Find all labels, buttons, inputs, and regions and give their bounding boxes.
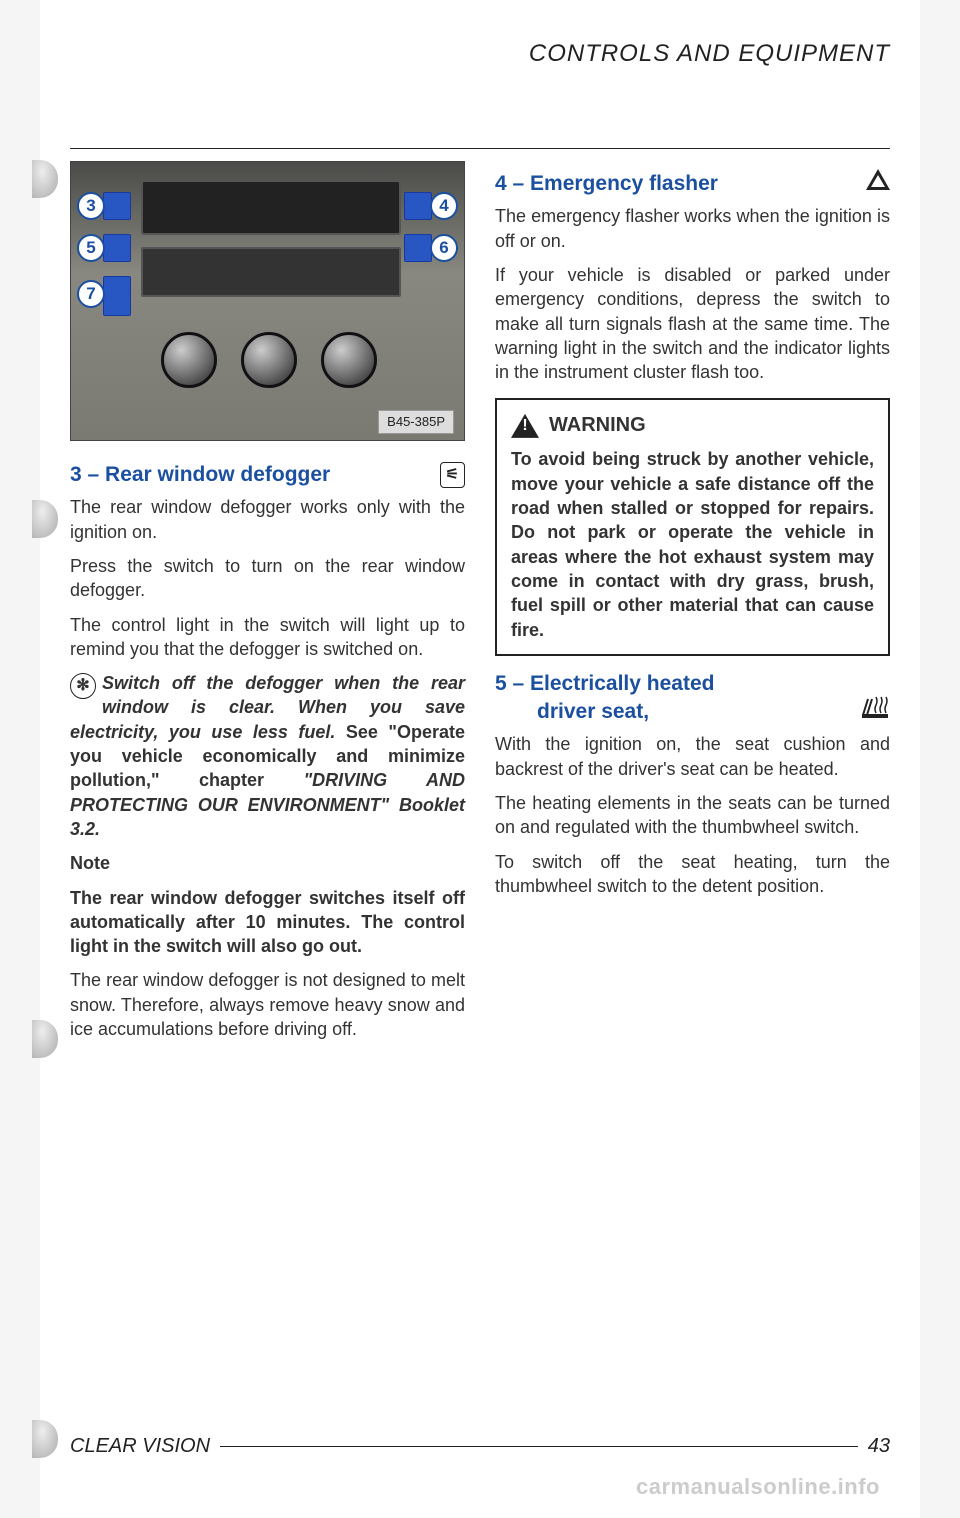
climate-dial (161, 332, 217, 388)
eco-note: ✻ Switch off the defogger when the rear … (70, 671, 465, 841)
body-text: With the ignition on, the seat cushion a… (495, 732, 890, 781)
thumb-tab (32, 160, 58, 198)
note-text: The rear window defogger switches itself… (70, 886, 465, 959)
left-column: 3 4 5 6 7 B45-385P 3 – Rear window defog… (70, 161, 465, 1051)
page-footer: CLEAR VISION 43 (70, 1435, 890, 1458)
callout-5: 5 (77, 234, 105, 262)
section-3-text: 3 – Rear window defogger (70, 461, 330, 489)
radio-unit (141, 180, 401, 235)
callout-4: 4 (430, 192, 458, 220)
dashboard-photo: 3 4 5 6 7 B45-385P (70, 161, 465, 441)
thumb-tab (32, 500, 58, 538)
body-text: If your vehicle is disabled or parked un… (495, 263, 890, 384)
warning-icon: ! (511, 414, 539, 438)
thumb-tab (32, 1420, 58, 1458)
body-text: The control light in the switch will lig… (70, 613, 465, 662)
switch-7 (103, 276, 131, 316)
right-column: 4 – Emergency flasher The emergency flas… (495, 161, 890, 1051)
body-text: The rear window defogger is not designed… (70, 968, 465, 1041)
body-text: Press the switch to turn on the rear win… (70, 554, 465, 603)
warning-body: To avoid being struck by another vehicle… (511, 447, 874, 641)
page-number: 43 (868, 1435, 890, 1458)
divider (70, 148, 890, 149)
switch-5 (103, 234, 131, 262)
section-4-text: 4 – Emergency flasher (495, 170, 718, 198)
note-label: Note (70, 851, 465, 875)
body-text: The rear window defogger works only with… (70, 495, 465, 544)
switch-4 (404, 192, 432, 220)
defogger-icon: ⚟ (440, 462, 465, 488)
body-text: The heating elements in the seats can be… (495, 791, 890, 840)
callout-6: 6 (430, 234, 458, 262)
climate-dial (241, 332, 297, 388)
warning-label: WARNING (549, 412, 646, 439)
callout-3: 3 (77, 192, 105, 220)
section-5-text: 5 – Electrically heated driver seat, (495, 670, 714, 727)
footer-line (220, 1446, 858, 1447)
thumb-tab (32, 1020, 58, 1058)
switch-6 (404, 234, 432, 262)
section-4-title: 4 – Emergency flasher (495, 169, 890, 198)
switch-3 (103, 192, 131, 220)
body-text: To switch off the seat heating, turn the… (495, 850, 890, 899)
heated-seat-icon (860, 693, 890, 727)
warning-box: ! WARNING To avoid being struck by anoth… (495, 398, 890, 655)
eco-icon: ✻ (70, 673, 96, 699)
section-5-line1: 5 – Electrically heated (495, 672, 714, 695)
section-5-title: 5 – Electrically heated driver seat, (495, 670, 890, 727)
cassette-slot (141, 247, 401, 297)
watermark: carmanualsonline.info (636, 1474, 880, 1500)
content-columns: 3 4 5 6 7 B45-385P 3 – Rear window defog… (70, 161, 890, 1051)
footer-section: CLEAR VISION (70, 1435, 210, 1458)
body-text: The emergency flasher works when the ign… (495, 204, 890, 253)
section-5-line2: driver seat, (537, 700, 649, 723)
callout-7: 7 (77, 280, 105, 308)
climate-dial (321, 332, 377, 388)
hazard-icon (866, 169, 890, 198)
photo-id-label: B45-385P (378, 410, 454, 434)
warning-heading: ! WARNING (511, 412, 874, 439)
page-header: CONTROLS AND EQUIPMENT (70, 40, 890, 68)
section-3-title: 3 – Rear window defogger ⚟ (70, 461, 465, 489)
